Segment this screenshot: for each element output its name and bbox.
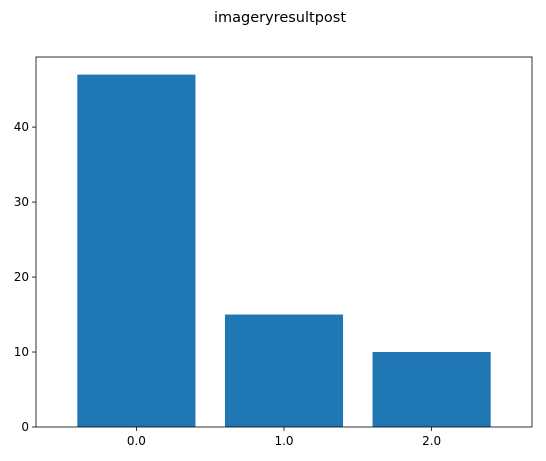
x-tick-label: 2.0 [422, 434, 441, 448]
bar-2.0 [372, 352, 491, 427]
x-tick-label: 0.0 [127, 434, 146, 448]
bar-1.0 [224, 314, 344, 427]
y-tick-label: 20 [14, 270, 29, 284]
bar-0.0 [77, 74, 196, 427]
x-axis: 0.0 1.0 2.0 [127, 427, 441, 448]
y-tick-label: 10 [14, 345, 29, 359]
bars-group [77, 74, 491, 427]
y-tick-label: 0 [21, 420, 29, 434]
y-tick-label: 40 [14, 120, 29, 134]
x-tick-label: 1.0 [274, 434, 293, 448]
plot-frame [35, 56, 533, 428]
y-axis: 0 10 20 30 40 [14, 120, 36, 434]
chart-title: imageryresultpost [214, 10, 346, 26]
y-tick-label: 30 [14, 195, 29, 209]
